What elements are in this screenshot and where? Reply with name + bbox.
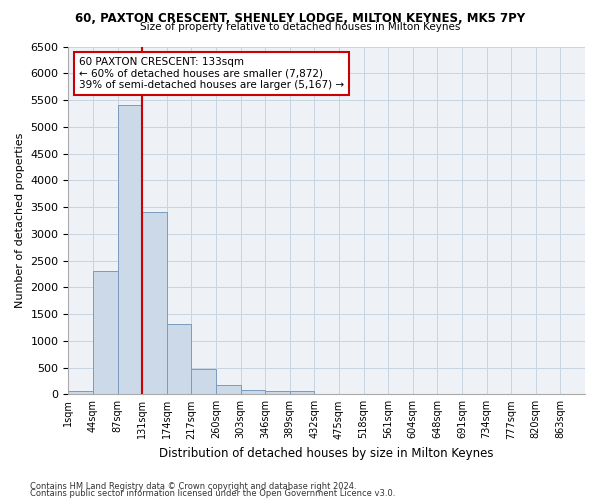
Bar — [191, 368, 216, 394]
Text: Size of property relative to detached houses in Milton Keynes: Size of property relative to detached ho… — [140, 22, 460, 32]
Bar — [167, 324, 191, 394]
Bar — [142, 212, 167, 394]
Bar — [68, 390, 93, 394]
X-axis label: Distribution of detached houses by size in Milton Keynes: Distribution of detached houses by size … — [160, 447, 494, 460]
Bar — [216, 385, 241, 394]
Bar — [265, 392, 290, 394]
Text: 60 PAXTON CRESCENT: 133sqm
← 60% of detached houses are smaller (7,872)
39% of s: 60 PAXTON CRESCENT: 133sqm ← 60% of deta… — [79, 57, 344, 90]
Bar — [118, 106, 142, 395]
Y-axis label: Number of detached properties: Number of detached properties — [15, 132, 25, 308]
Text: Contains HM Land Registry data © Crown copyright and database right 2024.: Contains HM Land Registry data © Crown c… — [30, 482, 356, 491]
Bar — [241, 390, 265, 394]
Text: Contains public sector information licensed under the Open Government Licence v3: Contains public sector information licen… — [30, 490, 395, 498]
Bar — [93, 271, 118, 394]
Text: 60, PAXTON CRESCENT, SHENLEY LODGE, MILTON KEYNES, MK5 7PY: 60, PAXTON CRESCENT, SHENLEY LODGE, MILT… — [75, 12, 525, 26]
Bar — [290, 392, 314, 394]
